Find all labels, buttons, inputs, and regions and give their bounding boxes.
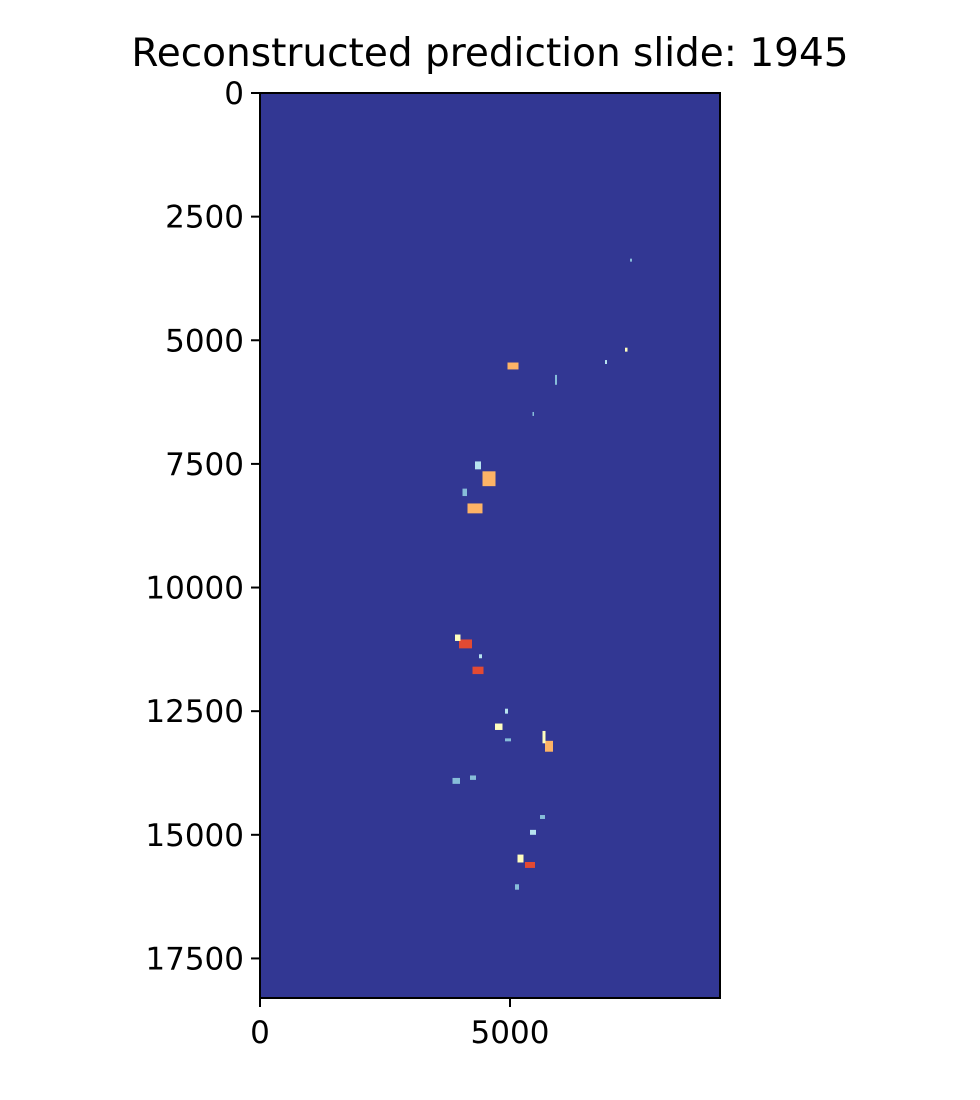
- prediction-region-14: [470, 775, 476, 780]
- prediction-region-3: [475, 461, 481, 470]
- prediction-region-7: [455, 634, 461, 641]
- prediction-region-19: [540, 815, 545, 819]
- y-axis: 0 2500 5000 7500 10000 12500 15000 17500: [145, 76, 260, 977]
- prediction-regions: [452, 258, 632, 890]
- y-tick-label: 7500: [165, 447, 244, 483]
- prediction-region-10: [545, 740, 553, 752]
- prediction-region-25: [505, 708, 508, 714]
- plot-frame: [259, 92, 721, 999]
- prediction-region-4: [467, 503, 483, 514]
- x-axis: 0 5000: [250, 998, 549, 1051]
- prediction-region-18: [515, 884, 519, 890]
- y-tick-label: 2500: [165, 200, 244, 236]
- prediction-region-23: [605, 360, 607, 365]
- y-tick-label: 12500: [145, 694, 244, 730]
- prediction-region-24: [630, 258, 632, 262]
- prediction-region-12: [505, 738, 511, 742]
- prediction-region-15: [530, 829, 536, 835]
- prediction-region-16: [525, 862, 535, 868]
- prediction-region-22: [625, 347, 628, 352]
- prediction-region-6: [459, 639, 472, 649]
- y-tick-label: 10000: [145, 571, 244, 607]
- y-tick-label: 15000: [145, 818, 244, 854]
- prediction-region-26: [479, 654, 482, 659]
- y-tick-label: 5000: [165, 323, 244, 359]
- y-tick-label: 17500: [145, 941, 244, 977]
- prediction-region-17: [517, 854, 524, 863]
- x-tick-label: 0: [250, 1015, 270, 1051]
- y-tick-label: 0: [224, 76, 244, 112]
- prediction-region-9: [495, 723, 503, 730]
- prediction-region-8: [472, 666, 484, 675]
- prediction-region-20: [555, 374, 557, 385]
- chart-title: Reconstructed prediction slide: 1945: [131, 31, 848, 76]
- prediction-region-1: [507, 362, 519, 370]
- prediction-region-13: [452, 777, 460, 784]
- prediction-region-5: [462, 488, 467, 497]
- prediction-region-21: [532, 411, 534, 416]
- heatmap-background: [260, 93, 720, 998]
- x-tick-label: 5000: [471, 1015, 550, 1051]
- prediction-region-2: [482, 471, 496, 487]
- prediction-region-11: [542, 730, 546, 744]
